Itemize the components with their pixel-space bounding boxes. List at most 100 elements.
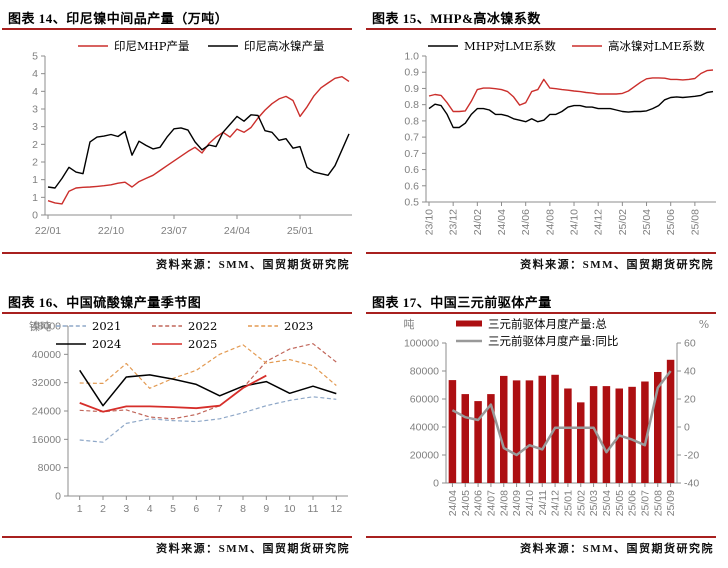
svg-text:0.8: 0.8 xyxy=(404,115,419,127)
svg-text:25/08: 25/08 xyxy=(652,490,664,516)
svg-text:24/08: 24/08 xyxy=(498,490,510,516)
chart-mhp-matte-coefficients: 1.0 0.9 0.9 0.8 0.8 0.7 0.7 0.6 0.6 0.5 23/10 23/12… xyxy=(404,39,716,235)
svg-text:2021: 2021 xyxy=(92,319,121,333)
svg-text:0.7: 0.7 xyxy=(404,132,419,144)
svg-text:6: 6 xyxy=(193,503,199,515)
svg-text:三元前驱体月度产量:同比: 三元前驱体月度产量:同比 xyxy=(488,334,618,348)
svg-text:60000: 60000 xyxy=(410,394,439,406)
svg-text:24/06: 24/06 xyxy=(520,209,532,235)
svg-text:2: 2 xyxy=(100,503,106,515)
figure-14-title: 图表 14、印尼镍中间品产量（万吨） xyxy=(8,11,229,26)
figure-17-title: 图表 17、中国三元前驱体产量 xyxy=(372,295,552,310)
svg-text:5: 5 xyxy=(32,51,38,63)
svg-text:100000: 100000 xyxy=(404,338,439,350)
svg-text:25/01: 25/01 xyxy=(562,490,574,516)
figure-14-title-rule xyxy=(2,28,352,30)
svg-text:0.6: 0.6 xyxy=(404,180,419,192)
svg-text:8: 8 xyxy=(240,503,246,515)
svg-text:24/04: 24/04 xyxy=(224,225,250,237)
panel-figure-14: 图表 14、印尼镍中间品产量（万吨） 5 4 4 3 3 2 2 1 1 0 22/01 22/10 2… xyxy=(0,0,364,284)
svg-text:20000: 20000 xyxy=(410,450,439,462)
svg-text:12: 12 xyxy=(330,503,342,515)
figure-17-title-rule xyxy=(366,312,716,314)
panel-figure-15: 图表 15、MHP&高冰镍系数 1.0 0.9 0.9 0.8 0.8 0.7 0.7 0.6… xyxy=(364,0,728,284)
figure-14-footer-rule xyxy=(2,252,352,254)
svg-text:25/06: 25/06 xyxy=(627,490,639,516)
svg-text:5: 5 xyxy=(170,503,176,515)
figure-17-source: 资料来源：SMM、国贸期货研究院 xyxy=(520,543,714,555)
svg-text:23/07: 23/07 xyxy=(161,225,187,237)
svg-text:镍吨: 镍吨 xyxy=(29,319,51,333)
svg-text:23/12: 23/12 xyxy=(448,209,460,235)
svg-text:16000: 16000 xyxy=(32,434,61,446)
svg-text:3: 3 xyxy=(123,503,129,515)
svg-text:25/04: 25/04 xyxy=(601,490,613,516)
svg-text:24/06: 24/06 xyxy=(473,490,485,516)
svg-text:0.6: 0.6 xyxy=(404,164,419,176)
panel-figure-17: 图表 17、中国三元前驱体产量 100000 80000 60000 40000 200… xyxy=(364,284,728,568)
svg-text:0.9: 0.9 xyxy=(404,67,419,79)
svg-text:2024: 2024 xyxy=(92,337,121,351)
svg-text:25/07: 25/07 xyxy=(639,490,651,516)
svg-text:25/04: 25/04 xyxy=(641,209,653,235)
svg-text:24/05: 24/05 xyxy=(460,490,472,516)
svg-text:24/08: 24/08 xyxy=(544,209,556,235)
svg-text:0.9: 0.9 xyxy=(404,83,419,95)
figure-15-title-rule xyxy=(366,28,716,30)
svg-text:0: 0 xyxy=(32,210,38,222)
svg-text:8000: 8000 xyxy=(38,462,62,474)
chart-indonesia-nickel-intermediates: 5 4 4 3 3 2 2 1 1 0 22/01 22/10 23/07 24/04 25/01 印尼MHP… xyxy=(32,39,352,237)
svg-text:24/10: 24/10 xyxy=(569,209,581,235)
svg-text:9: 9 xyxy=(263,503,269,515)
svg-text:10: 10 xyxy=(284,503,296,515)
svg-text:吨: 吨 xyxy=(404,318,415,331)
svg-text:4: 4 xyxy=(147,503,153,515)
figure-15-footer-rule xyxy=(366,252,716,254)
svg-text:0: 0 xyxy=(684,422,690,434)
figure-14-source: 资料来源：SMM、国贸期货研究院 xyxy=(156,259,350,271)
svg-text:1: 1 xyxy=(32,174,38,186)
svg-text:2: 2 xyxy=(32,139,38,151)
svg-text:三元前驱体月度产量:总: 三元前驱体月度产量:总 xyxy=(488,317,607,331)
svg-text:24/07: 24/07 xyxy=(485,490,497,516)
figure-16-footer-rule xyxy=(2,536,352,538)
svg-text:25/03: 25/03 xyxy=(588,490,600,516)
svg-text:48000: 48000 xyxy=(32,321,61,333)
svg-text:4: 4 xyxy=(32,86,38,98)
svg-text:0.8: 0.8 xyxy=(404,99,419,111)
svg-text:40000: 40000 xyxy=(32,349,61,361)
svg-text:MHP对LME系数: MHP对LME系数 xyxy=(464,39,556,53)
svg-text:24/04: 24/04 xyxy=(496,209,508,235)
svg-text:3: 3 xyxy=(32,121,38,133)
figure-15-source: 资料来源：SMM、国贸期货研究院 xyxy=(520,259,714,271)
svg-text:0.5: 0.5 xyxy=(404,197,419,209)
svg-text:24/12: 24/12 xyxy=(593,209,605,235)
svg-text:32000: 32000 xyxy=(32,377,61,389)
svg-text:24/11: 24/11 xyxy=(537,490,549,516)
chart-china-ternary-precursor-output: 100000 80000 60000 40000 20000 0 60 40 20 0 -20 -40… xyxy=(404,317,710,516)
svg-text:25/01: 25/01 xyxy=(287,225,313,237)
svg-text:2: 2 xyxy=(32,157,38,169)
svg-text:1: 1 xyxy=(77,503,83,515)
svg-text:24000: 24000 xyxy=(32,406,61,418)
svg-text:印尼MHP产量: 印尼MHP产量 xyxy=(114,39,190,53)
svg-text:7: 7 xyxy=(217,503,223,515)
svg-text:高冰镍对LME系数: 高冰镍对LME系数 xyxy=(608,39,705,53)
svg-text:24/04: 24/04 xyxy=(447,490,459,516)
figure-17-footer-rule xyxy=(366,536,716,538)
svg-text:1: 1 xyxy=(32,192,38,204)
svg-text:25/02: 25/02 xyxy=(617,209,629,235)
svg-text:25/08: 25/08 xyxy=(689,209,701,235)
svg-text:1.0: 1.0 xyxy=(404,51,419,63)
figure-15-title: 图表 15、MHP&高冰镍系数 xyxy=(372,11,541,26)
svg-text:60: 60 xyxy=(684,338,696,350)
svg-text:2022: 2022 xyxy=(188,319,217,333)
svg-text:24/12: 24/12 xyxy=(550,490,562,516)
svg-text:40000: 40000 xyxy=(410,422,439,434)
panel-figure-16: 图表 16、中国硫酸镍产量季节图 48000 40000 32000 24000 160… xyxy=(0,284,364,568)
figure-16-title: 图表 16、中国硫酸镍产量季节图 xyxy=(8,295,202,310)
svg-text:24/09: 24/09 xyxy=(511,490,523,516)
svg-text:80000: 80000 xyxy=(410,366,439,378)
